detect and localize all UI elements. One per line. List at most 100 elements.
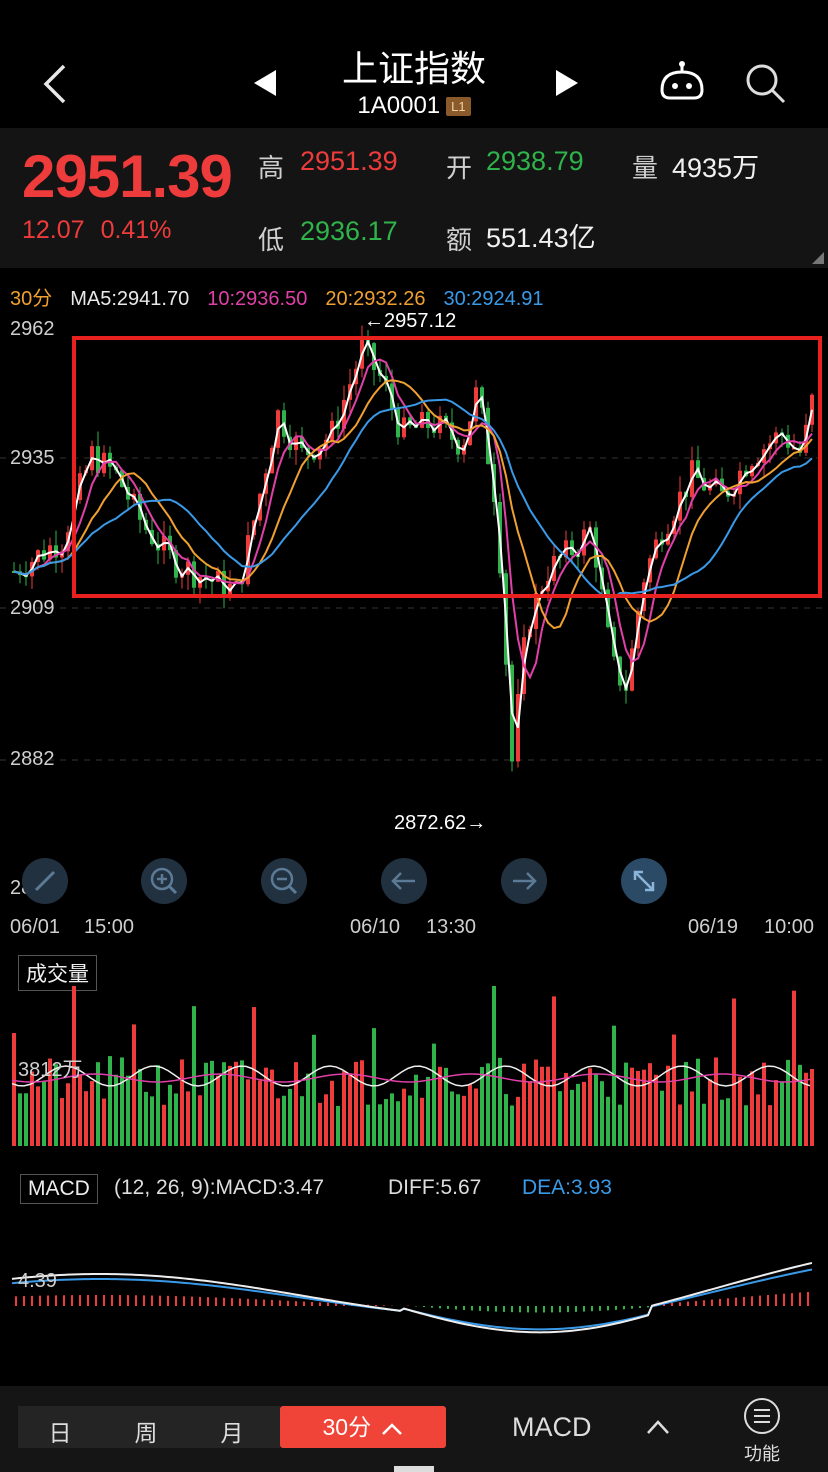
- volume-bar: [114, 1074, 118, 1146]
- function-button[interactable]: [742, 1396, 782, 1436]
- volume-bar: [708, 1079, 712, 1146]
- volume-bar: [486, 1063, 490, 1146]
- volume-bar: [462, 1095, 466, 1146]
- volume-bar: [234, 1061, 238, 1146]
- volume-bar: [660, 1090, 664, 1146]
- tab-month[interactable]: 月: [220, 1420, 244, 1446]
- tab-week[interactable]: 周: [134, 1420, 158, 1446]
- volume-bar: [726, 1098, 730, 1146]
- ma-lines-group: [13, 339, 813, 729]
- volume-bar: [240, 1060, 244, 1146]
- volume-bar: [540, 1066, 544, 1146]
- ma-line: [13, 398, 813, 599]
- volume-bar: [678, 1104, 682, 1146]
- price-tick-2962: 2962: [10, 318, 55, 340]
- volume-bar: [420, 1097, 424, 1146]
- fullscreen-button[interactable]: [621, 858, 667, 904]
- scroll-left-button[interactable]: [381, 858, 427, 904]
- volume-bar: [756, 1094, 760, 1146]
- volume-bar: [480, 1066, 484, 1146]
- candles-group: [12, 325, 814, 772]
- volume-bar: [438, 1066, 442, 1146]
- macd-title[interactable]: MACD: [20, 1174, 98, 1204]
- draw-tool-button[interactable]: [22, 858, 68, 904]
- volume-bar: [654, 1074, 658, 1146]
- change-value: 12.07: [22, 216, 85, 244]
- volume-bar: [144, 1091, 148, 1146]
- macd-dea: DEA:3.93: [522, 1176, 612, 1199]
- volume-bar: [354, 1061, 358, 1146]
- candlestick-chart[interactable]: [0, 308, 828, 912]
- volume-bar: [456, 1094, 460, 1146]
- volume-bar: [390, 1093, 394, 1146]
- volume-bar: [174, 1093, 178, 1146]
- search-button[interactable]: [742, 60, 788, 106]
- volume-bar: [18, 1093, 22, 1146]
- next-stock-button[interactable]: [552, 66, 582, 100]
- volume-bar: [636, 1070, 640, 1146]
- volume-bar: [366, 1104, 370, 1146]
- ma-legend: 30分 MA5:2941.70 10:2936.50 20:2932.26 30:292…: [10, 282, 562, 311]
- macd-level-label: 4.39: [18, 1270, 57, 1292]
- volume-bar: [552, 996, 556, 1146]
- ma-line: [13, 358, 813, 680]
- back-button[interactable]: [30, 48, 80, 118]
- volume-bar: [810, 1068, 814, 1146]
- volume-bar: [534, 1059, 538, 1146]
- volume-bar: [252, 1007, 256, 1146]
- volume-bar: [786, 1059, 790, 1146]
- volume-bar: [474, 1088, 478, 1146]
- volume-level-label: 3812万: [18, 1059, 83, 1081]
- volume-bar: [300, 1096, 304, 1146]
- date-label-3: 06/19: [688, 916, 739, 938]
- volume-bar: [594, 1073, 598, 1146]
- volume-ma5-line: [11, 1065, 811, 1087]
- low-marker: 2872.62→: [394, 812, 487, 834]
- volume-bar: [750, 1071, 754, 1146]
- volume-bar: [324, 1094, 328, 1146]
- volume-bar: [282, 1095, 286, 1146]
- volume-bar: [180, 1059, 184, 1146]
- volume-label: 量: [632, 153, 659, 183]
- volume-bar: [222, 1062, 226, 1146]
- diff-line: [11, 1261, 813, 1334]
- high-marker: ←2957.12: [364, 310, 457, 332]
- volume-bar: [168, 1084, 172, 1146]
- open-value: 2938.79: [486, 146, 584, 176]
- volume-bar: [510, 1105, 514, 1146]
- zoom-out-button[interactable]: [261, 858, 307, 904]
- macd-chart: [11, 1261, 813, 1334]
- volume-bar: [444, 1067, 448, 1146]
- volume-bar: [762, 1062, 766, 1146]
- volume-bar: [492, 986, 496, 1146]
- expand-icon: [633, 870, 655, 892]
- assistant-button[interactable]: [656, 60, 708, 104]
- tab-30min[interactable]: 30分: [280, 1406, 446, 1448]
- volume-bar: [630, 1067, 634, 1146]
- volume-bar: [360, 1060, 364, 1146]
- volume-title[interactable]: 成交量: [18, 955, 97, 991]
- expand-corner-icon[interactable]: [812, 252, 824, 264]
- zoom-in-button[interactable]: [141, 858, 187, 904]
- tab-day[interactable]: 日: [48, 1420, 72, 1446]
- indicator-selector[interactable]: MACD: [512, 1412, 592, 1442]
- scroll-right-button[interactable]: [501, 858, 547, 904]
- volume-bar: [372, 1028, 376, 1146]
- volume-bar: [696, 1058, 700, 1146]
- volume-bar: [564, 1072, 568, 1146]
- indicator-chevron-up-icon[interactable]: [646, 1418, 670, 1436]
- triangle-right-icon: [556, 70, 578, 96]
- volume-bar: [336, 1105, 340, 1146]
- previous-stock-button[interactable]: [250, 66, 280, 100]
- volume-bar: [516, 1096, 520, 1146]
- low-value: 2936.17: [300, 216, 398, 246]
- volume-bar: [714, 1057, 718, 1146]
- price-tick-2935: 2935: [10, 447, 55, 469]
- volume-bar: [228, 1065, 232, 1146]
- open-label: 开: [446, 153, 473, 183]
- volume-bar: [666, 1065, 670, 1146]
- dea-line: [11, 1268, 813, 1331]
- amount-value: 551.43亿: [486, 223, 596, 253]
- macd-params: (12, 26, 9):MACD:3.47: [114, 1176, 325, 1199]
- volume-bar: [798, 1064, 802, 1146]
